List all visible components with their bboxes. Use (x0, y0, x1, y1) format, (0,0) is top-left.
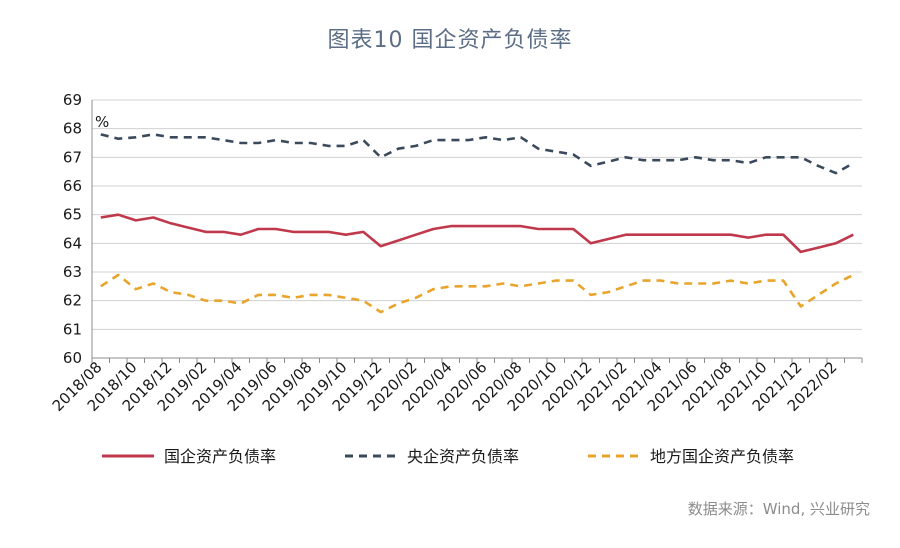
y-tick-label: 62 (63, 292, 82, 310)
chart-title: 图表10 国企资产负债率 (327, 28, 573, 53)
series-lines (100, 133, 854, 314)
y-tick-label: 63 (63, 263, 82, 281)
series-line (100, 213, 854, 254)
legend: 国企资产负债率 央企资产负债率 地方国企资产负债率 (102, 447, 794, 466)
y-tick-label: 69 (63, 91, 82, 109)
legend-label: 地方国企资产负债率 (650, 447, 794, 466)
legend-label: 央企资产负债率 (407, 447, 519, 466)
source-note: 数据来源：Wind, 兴业研究 (687, 500, 870, 518)
y-tick-label: 66 (63, 177, 82, 195)
y-tick-label: 61 (63, 320, 82, 338)
y-unit-label: % (95, 113, 109, 131)
series-line (100, 273, 854, 314)
y-tick-label: 67 (63, 148, 82, 166)
y-axis-ticks: 60 61 62 63 64 65 66 67 68 69 (63, 91, 82, 367)
y-tick-label: 65 (63, 206, 82, 224)
x-axis: 2018/082018/102018/122019/022019/042019/… (49, 358, 863, 415)
legend-label: 国企资产负债率 (164, 447, 276, 466)
gridlines (91, 99, 862, 359)
y-tick-label: 60 (63, 349, 82, 367)
y-tick-label: 64 (63, 234, 82, 252)
series-line (100, 133, 854, 175)
y-tick-label: 68 (63, 120, 82, 138)
